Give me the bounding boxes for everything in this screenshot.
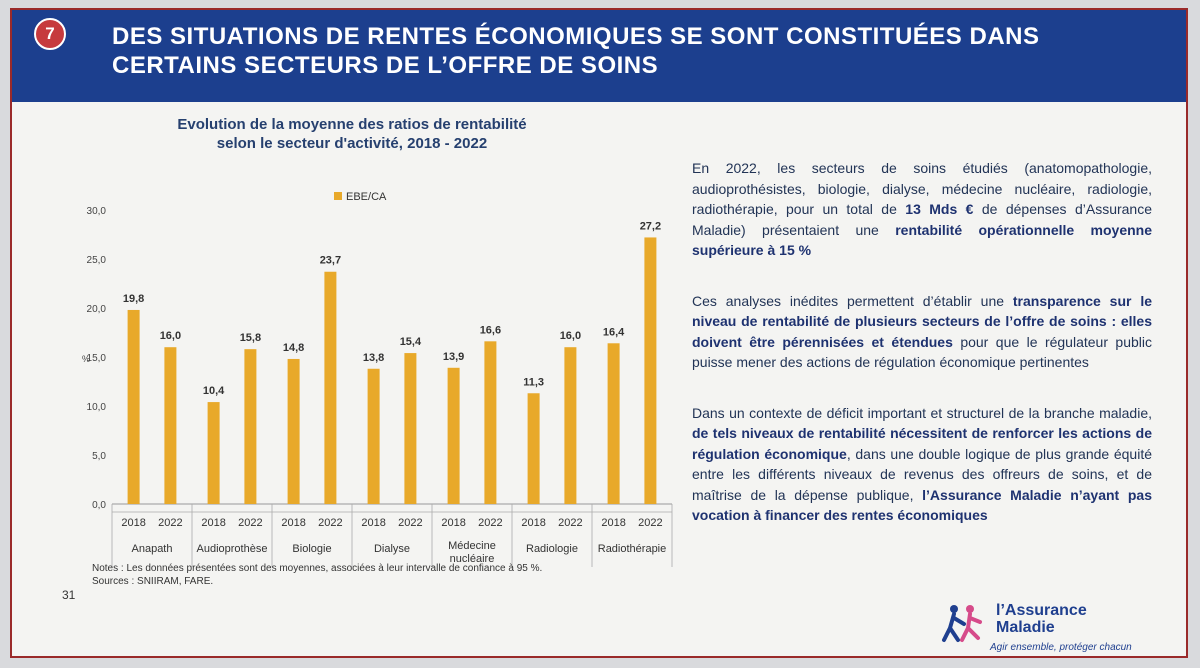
paragraph-3: Dans un contexte de déficit important et…	[692, 403, 1152, 526]
y-tick-label: 25,0	[87, 255, 107, 266]
bar-chart-svg: EBE/CA 0,0 5,0 10,0 15,0 20,0 25,0 30,0% 19,8 201…	[82, 191, 673, 568]
chart-title-line2: selon le secteur d'activité, 2018 - 2022	[216, 135, 488, 152]
bar-value-label: 13,9	[443, 351, 464, 363]
x-year-label: 2022	[558, 517, 582, 529]
y-tick-label: 30,0	[87, 206, 107, 217]
sources-line: Sources : SNIIRAM, FARE.	[92, 576, 214, 587]
slide-title: DES SITUATIONS DE RENTES ÉCONOMIQUES SE …	[112, 22, 1152, 80]
paragraph-2: Ces analyses inédites permettent d’établ…	[692, 291, 1152, 373]
x-category-label: Radiologie	[526, 543, 578, 555]
notes-line: Notes : Les données présentées sont des …	[92, 563, 543, 574]
bar	[404, 353, 417, 504]
x-year-label: 2018	[361, 517, 385, 529]
y-tick-label: 20,0	[87, 304, 107, 315]
bar	[644, 237, 657, 504]
chart-title: Evolution de la moyenne des ratios de re…	[162, 115, 542, 153]
x-category-label: Médecine	[448, 540, 496, 552]
page-number: 31	[62, 588, 76, 602]
y-tick-label: 10,0	[87, 402, 107, 413]
paragraph-1: En 2022, les secteurs de soins étudiés (…	[692, 158, 1152, 261]
x-year-label: 2022	[318, 517, 342, 529]
bar-value-label: 16,0	[160, 330, 181, 342]
x-category-label: nucléaire	[450, 553, 495, 565]
bar	[607, 343, 620, 504]
bar	[484, 341, 497, 504]
y-tick-label: 0,0	[92, 500, 106, 511]
bar	[367, 368, 380, 504]
bar-value-label: 15,8	[240, 332, 261, 344]
x-year-label: 2022	[398, 517, 422, 529]
y-axis-label: %	[82, 354, 90, 364]
bar	[324, 271, 337, 504]
p3-text-a: Dans un contexte de déficit important et…	[692, 404, 1152, 421]
y-tick-label: 5,0	[92, 451, 106, 462]
chart-title-line1: Evolution de la moyenne des ratios de re…	[177, 116, 527, 133]
x-year-label: 2018	[201, 517, 225, 529]
x-year-label: 2018	[281, 517, 305, 529]
bar-value-label: 16,4	[603, 326, 625, 338]
p3-bold-d: l’Assurance Maladie n’ayant pas vocation…	[692, 486, 1153, 524]
bar	[207, 402, 220, 504]
x-year-label: 2022	[478, 517, 502, 529]
bar-value-label: 27,2	[640, 220, 661, 232]
x-category-label: Biologie	[292, 543, 331, 555]
logo-brand-line1: l’Assurance	[996, 602, 1087, 619]
runners-logo-icon	[942, 605, 982, 642]
slide-title-line2: CERTAINS SECTEURS DE L’OFFRE DE SOINS	[112, 52, 659, 79]
x-year-label: 2018	[121, 517, 145, 529]
bar-value-label: 13,8	[363, 352, 384, 364]
legend-swatch	[334, 192, 342, 200]
x-year-label: 2018	[521, 517, 545, 529]
logo-brand: l’Assurance Maladie	[996, 602, 1087, 636]
x-year-label: 2022	[158, 517, 182, 529]
bar	[564, 347, 577, 504]
p2-bold-b: transparence sur le niveau de rentabilit…	[692, 292, 1153, 350]
bar	[164, 347, 177, 504]
legend-label: EBE/CA	[346, 191, 387, 203]
bar	[244, 349, 257, 504]
x-year-label: 2022	[238, 517, 262, 529]
bar-value-label: 10,4	[203, 385, 225, 397]
bar	[527, 393, 540, 504]
bar-value-label: 15,4	[400, 336, 422, 348]
x-category-label: Audioprothèse	[197, 543, 268, 555]
chart-notes: Notes : Les données présentées sont des …	[92, 562, 542, 588]
p1-bold-d: rentabilité opérationnelle moyenne supér…	[692, 221, 1153, 259]
bar-value-label: 19,8	[123, 293, 144, 305]
bar-value-label: 16,6	[480, 324, 501, 336]
title-banner: 7 DES SITUATIONS DE RENTES ÉCONOMIQUES S…	[12, 10, 1186, 102]
bar	[447, 367, 460, 504]
x-year-label: 2018	[601, 517, 625, 529]
p3-text-c: , dans une double logique de plus grande…	[692, 445, 1152, 503]
x-category-label: Dialyse	[374, 543, 410, 555]
slide-title-line1: DES SITUATIONS DE RENTES ÉCONOMIQUES SE …	[112, 23, 1040, 50]
p2-text-a: Ces analyses inédites permettent d’établ…	[692, 292, 1013, 309]
bar	[127, 309, 140, 504]
x-category-label: Radiothérapie	[598, 543, 667, 555]
bar-value-label: 11,3	[523, 376, 544, 388]
p1-text-c: de dépenses d’Assurance Maladie) présent…	[692, 201, 1152, 238]
logo-brand-line2: Maladie	[996, 619, 1055, 636]
slide-number-badge: 7	[34, 18, 66, 50]
x-category-label: Anapath	[132, 543, 173, 555]
bar-value-label: 14,8	[283, 342, 304, 354]
assurance-maladie-logo: l’Assurance Maladie Agir ensemble, proté…	[940, 598, 1140, 656]
text-column: En 2022, les secteurs de soins étudiés (…	[692, 158, 1152, 556]
p2-text-c: pour que le régulateur public puisse men…	[692, 333, 1153, 371]
x-year-label: 2018	[441, 517, 465, 529]
bar-value-label: 16,0	[560, 330, 581, 342]
logo-tagline: Agir ensemble, protéger chacun	[990, 642, 1132, 653]
p1-text-a: En 2022, les secteurs de soins étudiés (…	[692, 160, 1152, 217]
bar-value-label: 23,7	[320, 255, 341, 267]
y-tick-label: 15,0	[87, 353, 107, 364]
slide: 7 DES SITUATIONS DE RENTES ÉCONOMIQUES S…	[10, 8, 1188, 658]
p1-bold-b: 13 Mds €	[905, 201, 974, 217]
x-year-label: 2022	[638, 517, 662, 529]
bar-chart: EBE/CA 0,0 5,0 10,0 15,0 20,0 25,0 30,0% 19,8 201…	[72, 182, 687, 568]
bar	[287, 358, 300, 504]
p3-bold-b: de tels niveaux de rentabilité nécessite…	[692, 425, 1152, 462]
